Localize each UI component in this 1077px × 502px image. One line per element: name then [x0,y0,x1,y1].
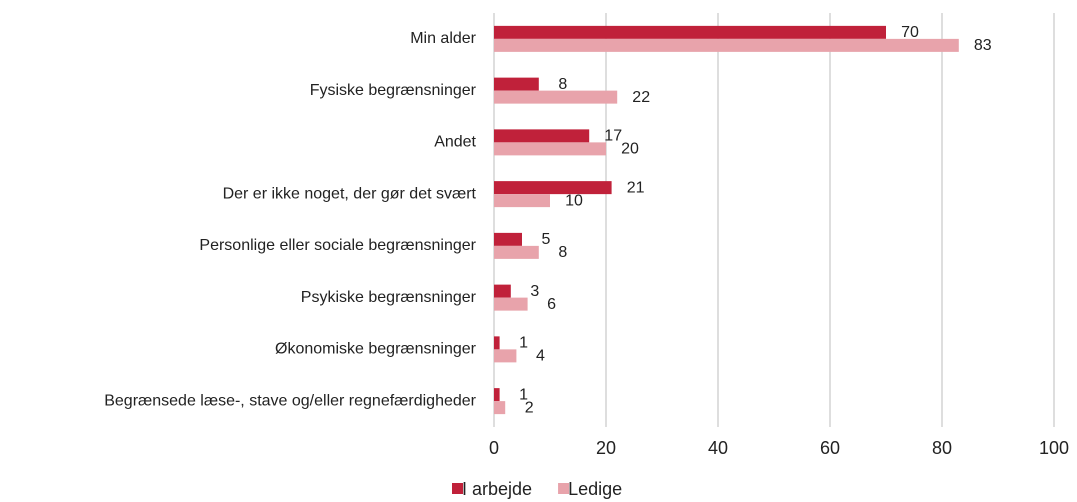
bar [494,38,959,52]
bar [494,284,511,298]
y-tick-label: Økonomiske begrænsninger [275,341,477,358]
value-label: 70 [901,24,919,41]
value-label: 8 [558,244,567,261]
value-label: 20 [621,141,639,158]
legend-swatch [558,483,570,494]
y-tick-label: Begrænsede læse-, stave og/eller regnefæ… [104,392,476,409]
bar [494,77,539,91]
bar [494,142,606,156]
y-tick-label: Psykiske begrænsninger [301,289,477,306]
value-label: 4 [536,348,545,365]
x-tick-label: 60 [820,438,840,458]
bar [494,181,612,195]
x-tick-label: 20 [596,438,616,458]
bar [494,129,590,143]
value-label: 83 [974,37,992,54]
legend-label: Ledige [568,479,622,499]
bar [494,25,886,39]
value-label: 17 [604,128,622,145]
bar [494,194,550,208]
y-tick-label: Min alder [410,30,476,47]
value-label: 10 [565,192,583,209]
value-label: 1 [519,386,528,403]
value-label: 6 [547,296,556,313]
bar [494,336,500,350]
legend-label: I arbejde [462,479,532,499]
value-label: 2 [525,399,534,416]
value-label: 3 [530,283,539,300]
legend-swatch [452,483,463,494]
bar [494,245,539,259]
bar [494,401,506,415]
x-tick-label: 0 [489,438,499,458]
x-tick-label: 40 [708,438,728,458]
x-tick-label: 80 [932,438,952,458]
value-label: 5 [542,231,551,248]
y-tick-label: Der er ikke noget, der gør det svært [223,185,477,202]
bar [494,388,500,402]
x-tick-label: 100 [1039,438,1069,458]
value-label: 22 [632,89,650,106]
bar [494,349,517,363]
value-label: 1 [519,335,528,352]
value-label: 8 [558,76,567,93]
bar [494,90,618,104]
bar [494,297,528,311]
bar [494,232,522,246]
value-label: 21 [627,179,645,196]
y-tick-label: Fysiske begrænsninger [310,82,477,99]
y-tick-label: Andet [434,134,476,151]
y-tick-label: Personlige eller sociale begrænsninger [199,237,476,254]
